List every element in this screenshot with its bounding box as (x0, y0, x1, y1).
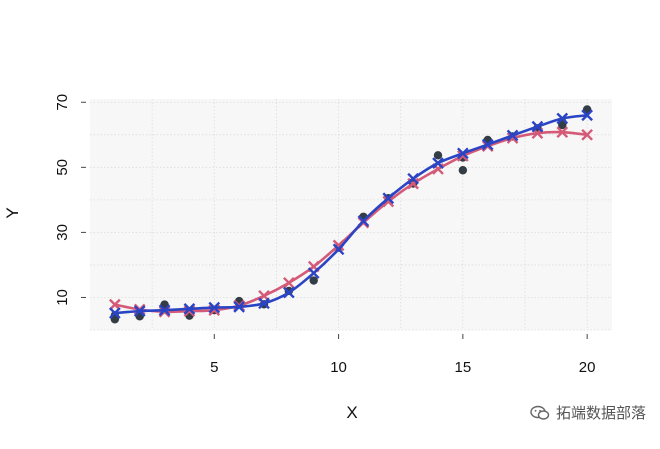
y-tick-label: 30 (54, 224, 71, 241)
series-marker (332, 239, 345, 252)
series-marker (407, 172, 419, 185)
series-marker (158, 304, 171, 317)
observed-point (433, 151, 443, 160)
series-marker (581, 128, 593, 141)
watermark: 拓端数据部落 (530, 402, 646, 423)
series-layer (109, 109, 593, 319)
y-tick-label: 70 (54, 94, 71, 111)
observed-point (458, 166, 468, 175)
series-marker (109, 307, 121, 319)
watermark-text: 拓端数据部落 (555, 404, 646, 422)
series-marker (481, 138, 494, 151)
series-marker (233, 301, 245, 313)
series-marker (258, 297, 270, 310)
observed-point (309, 276, 318, 285)
series-marker (432, 157, 444, 169)
x-axis-label: X (346, 403, 357, 422)
series-marker (382, 195, 395, 208)
series-marker (581, 109, 593, 122)
wechat-icon (530, 405, 550, 420)
series-marker (208, 301, 221, 314)
y-axis-label: Y (3, 207, 22, 218)
series-marker (133, 305, 146, 317)
x-tick-label: 10 (330, 359, 347, 376)
x-tick-label: 20 (579, 359, 596, 376)
y-tick-label: 50 (54, 159, 71, 176)
series-marker (457, 147, 469, 160)
series-marker (531, 120, 544, 133)
series-marker (382, 192, 395, 205)
x-tick-label: 5 (210, 359, 218, 376)
series-marker (332, 243, 345, 256)
series-marker (183, 303, 196, 315)
series-marker (556, 126, 569, 139)
series-marker (556, 112, 569, 125)
series-marker (506, 129, 519, 142)
series-marker (283, 286, 295, 299)
series-marker (283, 276, 295, 289)
series-marker (109, 298, 121, 311)
series-marker (357, 215, 370, 227)
x-axis: 5 10 15 20 (210, 334, 595, 376)
series-marker (307, 267, 320, 279)
y-axis: 10 30 50 70 (54, 94, 86, 306)
y-tick-label: 10 (54, 289, 71, 306)
x-tick-label: 15 (455, 359, 472, 376)
series-2 (109, 109, 593, 319)
